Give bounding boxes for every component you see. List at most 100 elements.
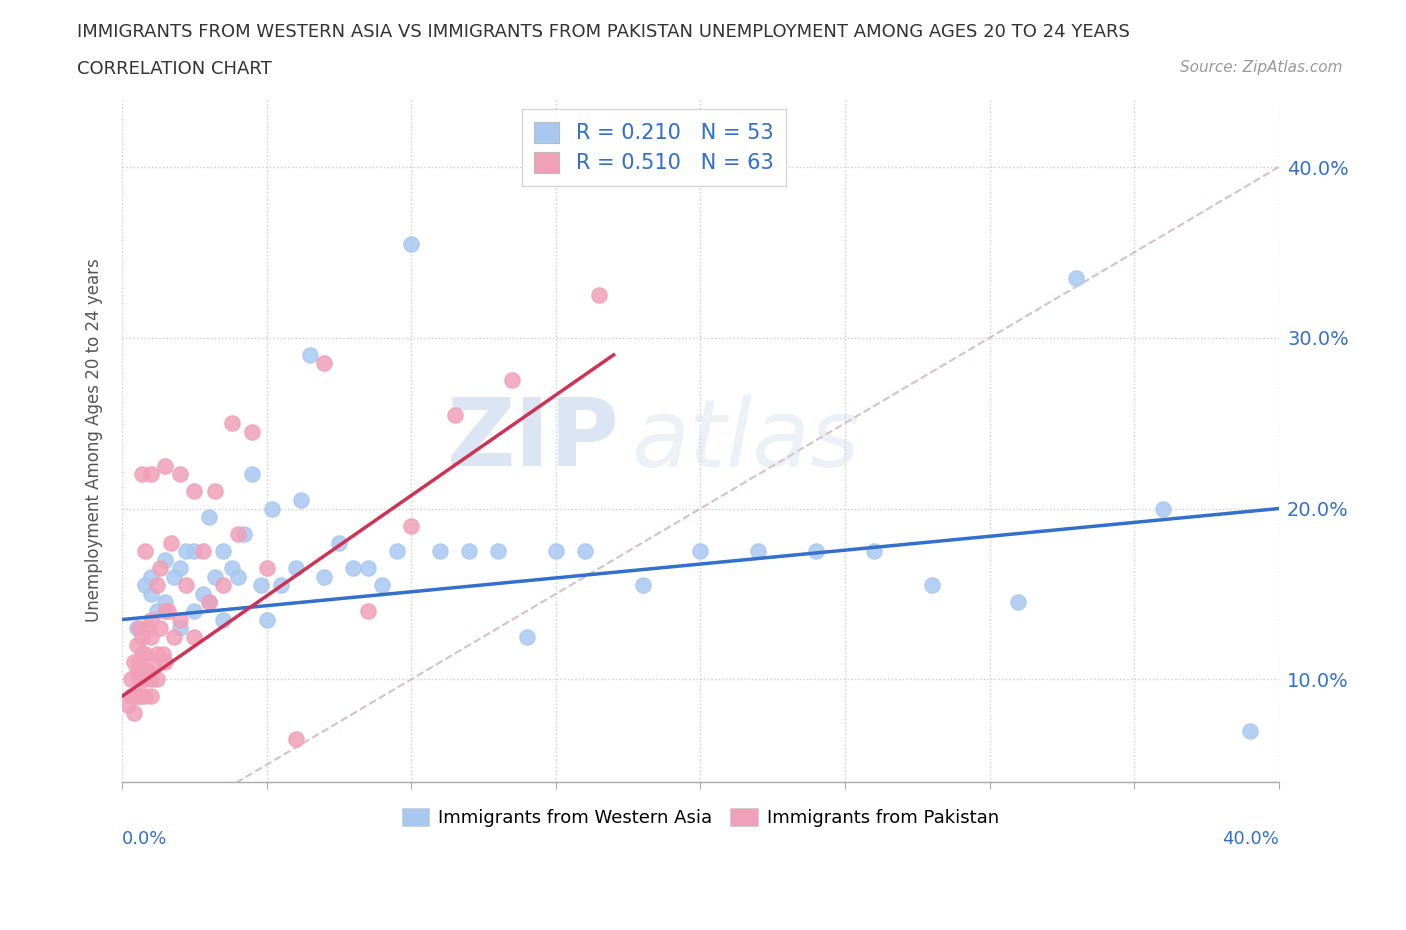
Point (131, 630, 153, 644)
Point (574, 544, 596, 559)
Point (226, 526, 249, 541)
Point (588, 287, 610, 302)
Point (174, 544, 197, 559)
Point (256, 612, 278, 627)
Point (125, 638, 148, 653)
Point (134, 663, 156, 678)
Point (631, 578, 654, 592)
Point (221, 561, 243, 576)
Point (152, 646, 174, 661)
Y-axis label: Unemployment Among Ages 20 to 24 years: Unemployment Among Ages 20 to 24 years (86, 259, 103, 622)
Point (212, 578, 235, 592)
Point (134, 671, 156, 686)
Point (804, 544, 827, 559)
Point (169, 612, 191, 627)
Point (256, 561, 278, 576)
Point (385, 544, 408, 559)
Point (155, 595, 177, 610)
Point (139, 587, 162, 602)
Point (221, 416, 243, 431)
Point (501, 373, 523, 388)
Point (134, 544, 156, 559)
Point (516, 630, 538, 644)
Point (136, 663, 159, 678)
Point (120, 671, 142, 686)
Point (131, 467, 153, 482)
Point (139, 612, 162, 627)
Point (145, 578, 167, 592)
Point (139, 630, 162, 644)
Point (328, 536, 350, 551)
Point (747, 544, 769, 559)
Point (122, 706, 145, 721)
Point (443, 407, 465, 422)
Point (155, 552, 177, 567)
Point (139, 569, 162, 584)
Point (250, 578, 273, 592)
Point (191, 544, 214, 559)
Text: Source: ZipAtlas.com: Source: ZipAtlas.com (1180, 60, 1343, 75)
Point (155, 604, 177, 618)
Point (145, 604, 167, 618)
Point (198, 595, 221, 610)
Point (1066, 271, 1088, 286)
Point (139, 671, 162, 686)
Point (131, 646, 153, 661)
Point (155, 655, 177, 670)
Point (921, 578, 943, 592)
Text: ZIP: ZIP (447, 394, 620, 486)
Point (136, 620, 159, 635)
Point (212, 544, 235, 559)
Point (204, 569, 226, 584)
Point (149, 561, 172, 576)
Text: CORRELATION CHART: CORRELATION CHART (77, 60, 273, 78)
Point (204, 484, 226, 498)
Point (284, 732, 307, 747)
Point (169, 467, 191, 482)
Point (183, 604, 205, 618)
Point (145, 671, 167, 686)
Point (163, 630, 186, 644)
Point (226, 569, 249, 584)
Point (128, 671, 150, 686)
Point (183, 484, 205, 498)
Point (128, 620, 150, 635)
Point (131, 689, 153, 704)
Point (134, 646, 156, 661)
Point (157, 604, 180, 618)
Point (458, 544, 481, 559)
Point (342, 561, 364, 576)
Point (262, 501, 284, 516)
Point (125, 689, 148, 704)
Point (1152, 501, 1174, 516)
Point (131, 663, 153, 678)
Point (174, 578, 197, 592)
Point (270, 578, 292, 592)
Point (134, 578, 156, 592)
Point (544, 544, 567, 559)
Point (139, 689, 162, 704)
Point (1007, 595, 1029, 610)
Point (142, 655, 165, 670)
Point (131, 671, 153, 686)
Point (169, 620, 191, 635)
Point (125, 663, 148, 678)
Point (290, 493, 312, 508)
Point (689, 544, 711, 559)
Point (1239, 724, 1261, 738)
Point (145, 646, 167, 661)
Point (863, 544, 886, 559)
Point (117, 698, 139, 712)
Point (198, 510, 221, 525)
Point (125, 620, 148, 635)
Point (122, 655, 145, 670)
Point (191, 587, 214, 602)
Text: 40.0%: 40.0% (1222, 830, 1278, 847)
Point (371, 578, 394, 592)
Point (212, 612, 235, 627)
Point (240, 467, 263, 482)
Point (486, 544, 509, 559)
Point (357, 604, 380, 618)
Point (429, 544, 451, 559)
Point (183, 630, 205, 644)
